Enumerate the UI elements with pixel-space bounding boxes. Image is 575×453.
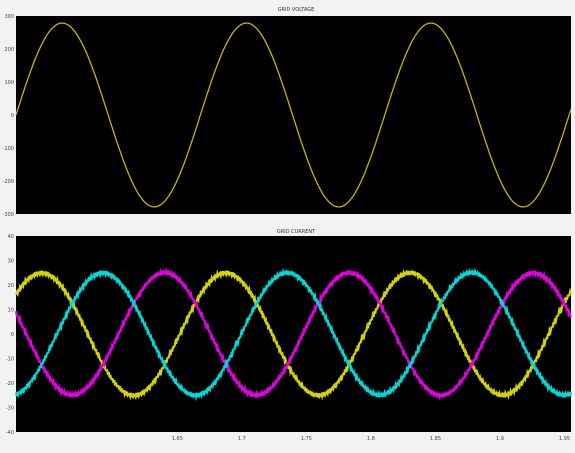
current-x-tick-label: 1.7 xyxy=(238,436,246,442)
current-x-tick-label: 1.85 xyxy=(430,436,441,442)
voltage-panel: GRID VOLTAGE 300 200 100 0 -100 -200 -300 xyxy=(3,7,572,218)
voltage-y-tick-label: 300 xyxy=(4,14,14,20)
voltage-series-group xyxy=(15,22,572,208)
current-series-line-2 xyxy=(14,267,572,401)
current-y-tick-label: -10 xyxy=(6,357,14,363)
current-x-tick-label: 1.95 xyxy=(559,436,570,442)
current-y-tick-label: 0 xyxy=(11,332,14,338)
current-y-tick-label: -40 xyxy=(6,430,14,436)
current-x-tick-label: 1.9 xyxy=(496,436,504,442)
voltage-y-tick-label: 200 xyxy=(4,47,14,53)
current-y-tick-label: 40 xyxy=(8,234,14,240)
voltage-y-tick-label: -100 xyxy=(3,146,14,152)
current-y-tick-label: 20 xyxy=(8,283,14,289)
current-y-axis: 40 30 20 10 0 -10 -20 -30 -40 xyxy=(6,234,14,436)
current-y-tick-label: 10 xyxy=(8,308,14,314)
current-plot-title: GRID CURRENT xyxy=(277,229,316,235)
current-y-tick-label: -20 xyxy=(6,381,14,387)
voltage-y-axis: 300 200 100 0 -100 -200 -300 xyxy=(3,14,14,218)
current-series-group xyxy=(14,267,573,402)
current-series-line-1 xyxy=(14,268,573,401)
current-x-tick-label: 1.65 xyxy=(172,436,183,442)
current-x-tick-label: 1.75 xyxy=(301,436,312,442)
current-x-axis: 1.65 1.7 1.75 1.8 1.85 1.9 1.95 xyxy=(172,436,570,442)
current-plot-area[interactable] xyxy=(16,236,571,432)
voltage-y-tick-label: 0 xyxy=(11,113,14,119)
current-y-tick-label: -30 xyxy=(6,406,14,412)
voltage-y-tick-label: -200 xyxy=(3,179,14,185)
current-x-tick-label: 1.8 xyxy=(367,436,375,442)
voltage-y-tick-label: -300 xyxy=(3,212,14,218)
current-series-line-3 xyxy=(14,267,573,402)
voltage-y-tick-label: 100 xyxy=(4,80,14,86)
voltage-series-line-1 xyxy=(15,22,572,208)
voltage-plot-area[interactable] xyxy=(16,16,571,214)
current-y-tick-label: 30 xyxy=(8,259,14,265)
voltage-plot-title: GRID VOLTAGE xyxy=(278,7,315,13)
